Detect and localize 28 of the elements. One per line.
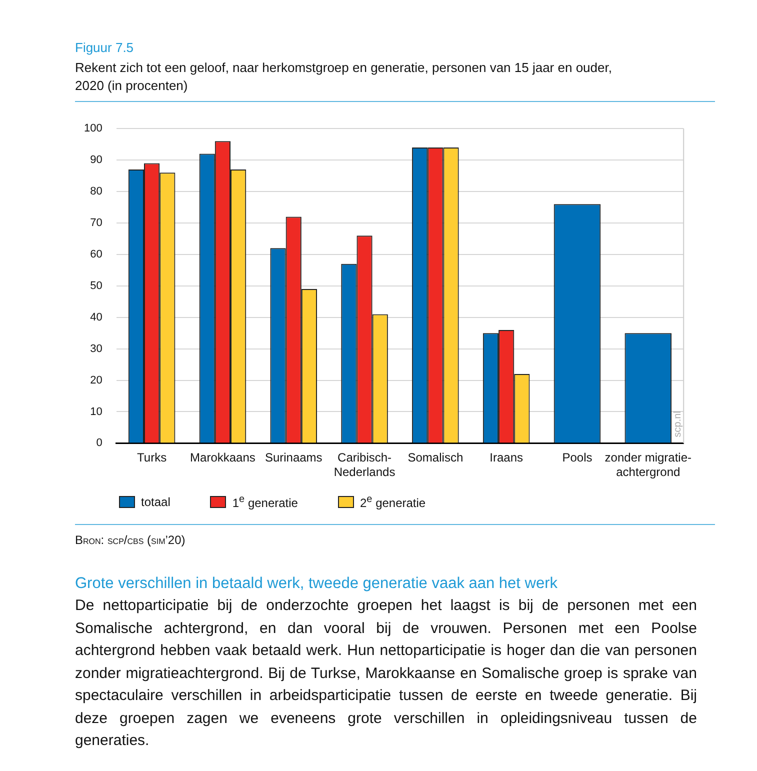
x-tick-label: zonder migratie-achtergrond <box>604 450 692 480</box>
y-tick-label: 80 <box>90 186 102 198</box>
annotation: scp.nl <box>672 411 684 438</box>
y-tick-label: 30 <box>90 342 102 355</box>
y-tick-label: 70 <box>90 217 102 230</box>
text: De nettoparticipatie bij de onderzochte groepen het laagst is bij de personen met een Somalische achtergrond, en dan vooral bij de vrouwen. Personen met een Poolse achtergrond hebben vaak betaald werk. Hun nettoparticipatie is hoger dan die van personen zonder migratieachtergrond. Bij de Turkse, Marokkaanse en Somalische groep is sprake van spectaculaire verschillen in arbeidsparticipatie tussen de eerste en tweede generatie. Bij deze groepen zagen we eveneens grote verschillen in opleidingsniveau tussen de generaties. <box>75 596 697 751</box>
y-tick-label: 100 <box>84 122 102 135</box>
legend-label: 2$^{e}$ generatie <box>360 494 426 510</box>
x-tick-label: Surinaams <box>264 450 322 465</box>
text: Grote verschillen in betaald werk, tweede generatie vaak aan het werk <box>75 575 558 593</box>
y-tick-label: 50 <box>90 280 102 292</box>
legend-label: 1$^{e}$ generatie <box>232 494 298 510</box>
legend-label: totaal <box>141 495 170 509</box>
y-tick-label: 60 <box>90 248 102 260</box>
text: Bron: scp/cbs (sim’20) <box>75 533 186 547</box>
y-tick-label: 90 <box>90 154 102 166</box>
y-tick-label: 20 <box>90 374 102 386</box>
x-tick-label: Marokkaans <box>190 450 256 465</box>
x-tick-label: Caribisch-Nederlands <box>334 450 396 480</box>
chart-title: Figuur 7.5 <box>75 40 135 55</box>
x-tick-label: Somalisch <box>408 450 464 465</box>
x-tick-label: Pools <box>562 450 592 465</box>
y-tick-label: 40 <box>90 311 102 324</box>
y-tick-label: 10 <box>90 406 102 418</box>
y-tick-label: 0 <box>96 437 102 450</box>
chart-subtitle: Rekent zich tot een geloof, naar herkomstgroep en generatie, personen van 15 jaar en ouder, 2020 (in procenten) <box>75 59 613 95</box>
x-tick-label: Iraans <box>490 450 524 465</box>
x-tick-label: Turks <box>137 450 167 465</box>
